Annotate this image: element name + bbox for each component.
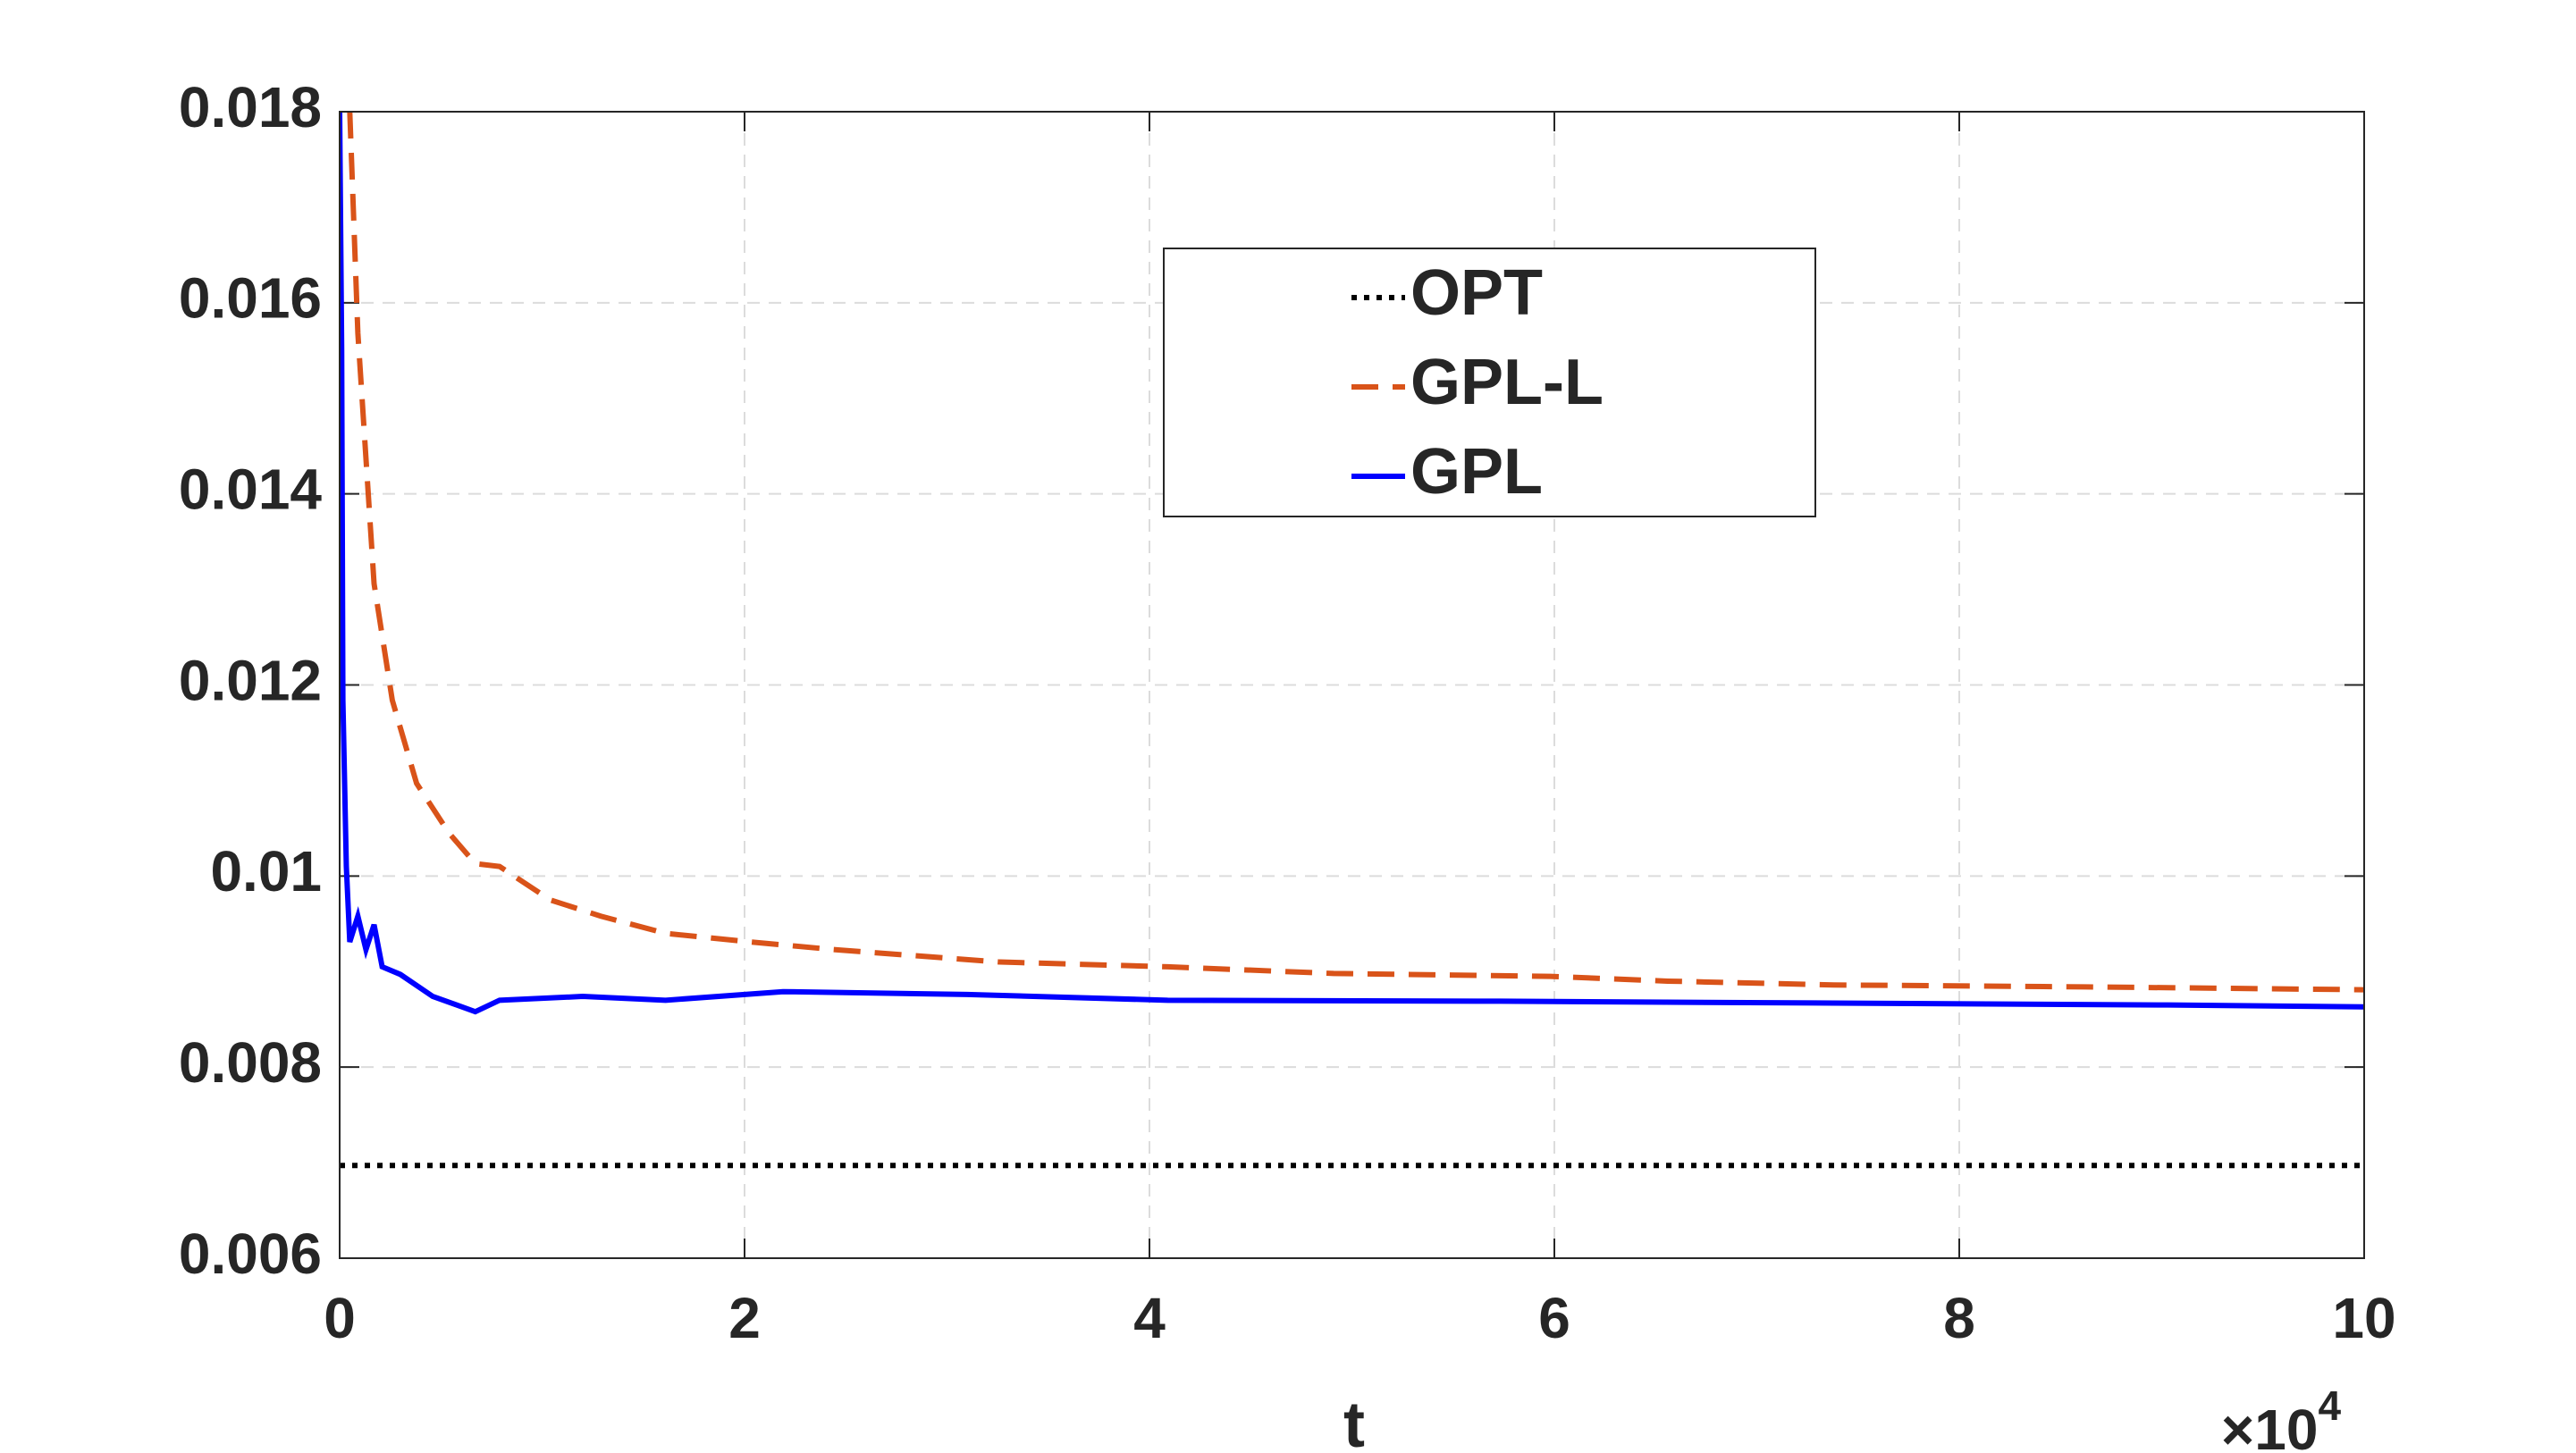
x-multiplier: ×104 xyxy=(2221,1382,2342,1453)
x-tick-label: 8 xyxy=(1943,1286,1975,1350)
y-tick-label: 0.01 xyxy=(210,839,322,903)
x-tick-label: 0 xyxy=(324,1286,356,1350)
x-axis-label: t xyxy=(1343,1390,1365,1453)
x-multiplier-exponent: 4 xyxy=(2318,1382,2341,1429)
line-series xyxy=(347,112,2364,993)
line-series xyxy=(340,112,2364,1015)
y-tick-label: 0.018 xyxy=(179,75,322,139)
legend-label: GPL xyxy=(1410,436,1543,508)
x-tick-label: 10 xyxy=(2332,1286,2395,1350)
y-tick-label: 0.014 xyxy=(179,458,323,522)
legend-box xyxy=(1163,248,1816,517)
x-tick-label: 4 xyxy=(1133,1286,1166,1350)
y-tick-label: 0.016 xyxy=(179,266,322,331)
x-tick-label: 6 xyxy=(1538,1286,1570,1350)
legend-label: OPT xyxy=(1410,257,1543,329)
legend-label: GPL-L xyxy=(1410,347,1604,418)
y-tick-label: 0.012 xyxy=(179,648,322,712)
y-tick-label: 0.006 xyxy=(179,1222,322,1286)
x-tick-label: 2 xyxy=(728,1286,761,1350)
plot-frame xyxy=(339,111,2365,1259)
x-multiplier-base: ×10 xyxy=(2221,1398,2319,1453)
y-tick-label: 0.008 xyxy=(179,1030,322,1095)
